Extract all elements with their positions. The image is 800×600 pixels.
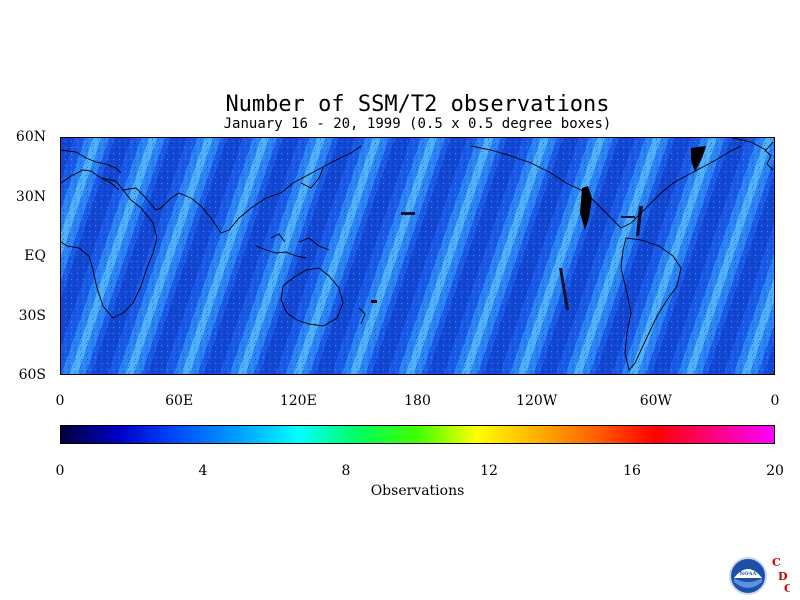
lon-label: 0 [55,393,65,409]
data-gap [559,268,569,310]
lat-label: EQ [24,248,46,264]
colorbar-tick-label: 20 [766,463,784,479]
noaa-wave-icon [734,578,762,588]
noise-overlay [61,138,774,374]
australia-coastline [280,267,344,327]
indonesia-coastline [255,245,307,259]
data-gaps [371,146,706,310]
colorbar-title: Observations [370,483,465,499]
data-gap [691,146,706,172]
noaa-cdc-logo: NOAA C D C [729,556,790,595]
east-asia-coastline [300,167,324,189]
british-isles-coastline [764,149,774,171]
lat-label: 30N [15,188,46,205]
lat-label: 30S [18,307,46,324]
data-gap [621,216,635,218]
noaa-logo-text: NOAA [740,571,757,577]
cdc-letter-c2: C [784,582,790,595]
noaa-gull-icon [734,569,762,578]
colorbar-gradient [61,426,774,443]
cdc-letter-c1: C [772,556,781,569]
africa-coastline [61,169,158,319]
lat-label: 60N [15,129,46,145]
coastlines [61,138,774,371]
colorbar-tick-label: 8 [341,463,351,479]
lon-label: 0 [770,393,780,409]
borneo-coastline [270,233,286,243]
data-gap [636,206,643,236]
colorbar-tick-label: 12 [480,463,498,479]
europe-coastline [61,149,122,174]
map-subtitle: January 16 - 20, 1999 (0.5 x 0.5 degree … [223,116,612,132]
north-america-coastline [470,145,622,229]
colorbar-tick-label: 0 [55,463,65,479]
new-zealand-coastline [358,307,366,325]
observation-map [60,137,775,375]
lon-label: 60E [165,393,194,409]
north-america-east-coastline [620,145,742,229]
latitude-axis: 60N 30N EQ 30S 60S [0,0,46,600]
data-gap [580,186,592,230]
lon-label: 120W [516,393,558,409]
lon-label: 180 [404,393,431,409]
new-guinea-coastline [298,237,330,251]
colorbar [60,425,775,444]
mediterranean-coastline [100,177,120,191]
south-america-coastline [620,237,682,371]
colorbar-tick-label: 4 [198,463,208,479]
lon-label: 60W [639,393,672,409]
lat-label: 60S [18,367,46,383]
cdc-letter-d: D [778,570,788,583]
data-gap [371,300,377,303]
map-title: Number of SSM/T2 observations [225,92,610,117]
colorbar-tick-label: 16 [623,463,641,479]
data-gap [401,212,415,215]
greenland-coastline [732,138,774,151]
asia-coastline [122,145,362,234]
lon-label: 120E [279,393,317,409]
observation-map-canvas [61,138,774,374]
